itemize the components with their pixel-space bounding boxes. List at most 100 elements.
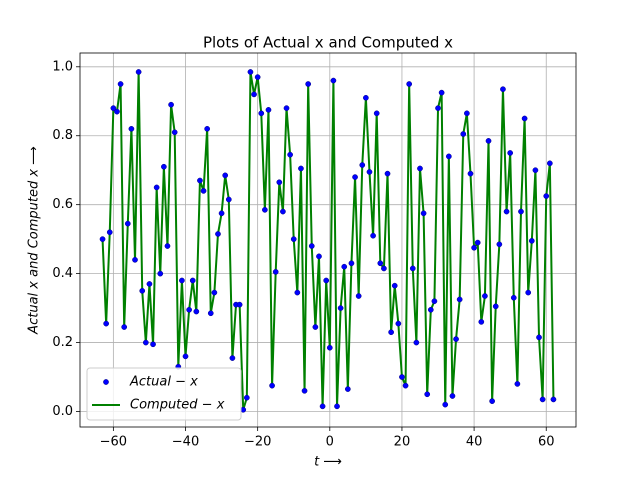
y-tick-label: 1.0	[52, 59, 73, 74]
x-tick-label: 40	[466, 435, 483, 450]
data-point	[399, 374, 405, 380]
data-point	[359, 162, 366, 168]
data-point	[543, 193, 550, 199]
data-point	[168, 101, 174, 108]
data-point	[106, 229, 113, 236]
data-point	[449, 393, 456, 399]
data-point	[124, 220, 131, 227]
data-point	[276, 179, 283, 186]
data-point	[157, 270, 164, 277]
x-tick-label: −40	[172, 435, 199, 450]
data-point	[337, 305, 344, 311]
data-point	[417, 165, 423, 172]
data-point	[110, 105, 117, 112]
data-point	[262, 206, 268, 213]
data-point	[211, 289, 218, 296]
data-point	[146, 281, 153, 287]
data-point	[482, 293, 488, 299]
data-point	[348, 260, 355, 267]
data-point	[215, 231, 221, 237]
data-point	[117, 81, 124, 87]
data-point	[290, 236, 297, 242]
x-tick-label: 20	[394, 435, 411, 450]
data-point	[409, 265, 416, 272]
data-point	[514, 381, 521, 387]
data-point	[536, 334, 542, 341]
data-point	[460, 131, 467, 137]
x-tick-label: −60	[100, 435, 127, 450]
data-point	[189, 277, 196, 284]
data-point	[243, 394, 250, 401]
data-point	[283, 105, 290, 112]
y-tick-label: 0.2	[52, 335, 73, 350]
data-point	[406, 81, 413, 87]
data-point	[366, 169, 373, 175]
data-point	[503, 208, 510, 215]
data-point	[103, 320, 110, 327]
data-point	[355, 293, 362, 299]
data-point	[388, 329, 394, 336]
data-point	[420, 210, 427, 217]
data-point	[471, 244, 477, 251]
data-point	[532, 167, 539, 174]
data-point	[424, 391, 431, 398]
data-point	[294, 289, 301, 296]
data-point	[142, 339, 149, 346]
data-point	[186, 306, 192, 313]
data-point	[492, 303, 499, 310]
series-line	[101, 70, 555, 411]
data-point	[330, 77, 337, 84]
data-point	[453, 336, 459, 342]
data-point	[431, 298, 438, 305]
data-point	[308, 243, 315, 249]
data-point	[413, 339, 420, 346]
data-point	[218, 210, 225, 217]
data-point	[550, 396, 557, 403]
data-point	[114, 108, 120, 115]
data-point	[225, 196, 232, 203]
data-point	[395, 320, 402, 327]
data-point	[298, 165, 304, 172]
data-point	[528, 238, 535, 244]
data-point	[352, 174, 358, 180]
data-point	[474, 239, 481, 246]
data-point	[381, 265, 387, 272]
data-point	[521, 115, 528, 122]
data-point	[316, 253, 322, 260]
data-point	[464, 110, 470, 117]
data-point	[496, 241, 503, 248]
data-point	[344, 386, 351, 392]
data-point	[489, 398, 495, 404]
data-point	[153, 184, 160, 191]
data-point	[247, 69, 254, 75]
data-point	[139, 287, 146, 294]
y-tick-label: 0.6	[52, 197, 73, 212]
data-point	[391, 282, 398, 289]
data-point	[161, 163, 167, 170]
data-point	[197, 177, 203, 184]
data-point	[265, 107, 272, 113]
data-point	[402, 382, 409, 389]
legend-marker	[103, 379, 109, 385]
data-point	[207, 310, 214, 317]
data-point	[269, 382, 275, 389]
data-point	[363, 94, 369, 101]
data-point	[500, 86, 506, 93]
x-tick-label: −20	[244, 435, 271, 450]
data-point	[312, 324, 319, 330]
data-point	[128, 125, 135, 132]
data-point	[258, 110, 265, 117]
legend: Actual − x Computed − x	[86, 367, 242, 421]
data-point	[204, 125, 211, 132]
chart-title: Plots of Actual x and Computed x	[203, 34, 453, 52]
data-point	[272, 269, 279, 275]
data-point	[435, 105, 441, 112]
x-tick-label: 0	[326, 435, 334, 450]
data-point	[179, 277, 185, 284]
data-point	[222, 172, 229, 179]
data-point	[193, 308, 200, 315]
data-point	[280, 208, 286, 215]
y-tick-label: 0.0	[52, 404, 73, 419]
data-point	[485, 138, 492, 144]
